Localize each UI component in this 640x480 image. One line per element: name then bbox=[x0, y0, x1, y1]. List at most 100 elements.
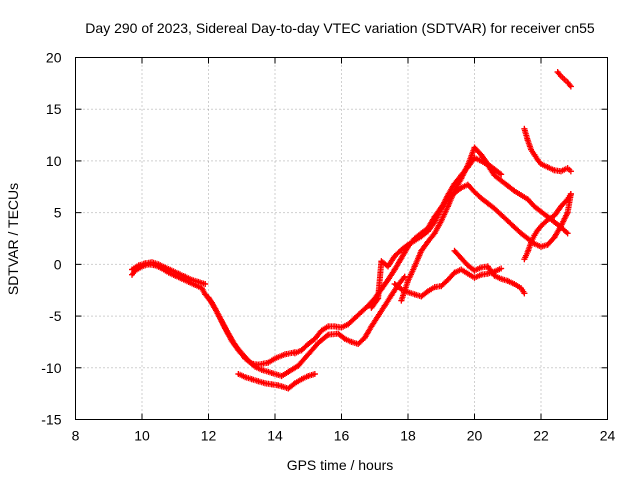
data-point bbox=[295, 362, 302, 369]
data-point bbox=[381, 302, 388, 309]
data-point bbox=[531, 203, 538, 210]
chart-title: Day 290 of 2023, Sidereal Day-to-day VTE… bbox=[85, 20, 595, 36]
data-point bbox=[491, 172, 498, 179]
data-point bbox=[458, 175, 465, 182]
data-point bbox=[458, 266, 465, 273]
data-point bbox=[358, 308, 365, 315]
data-point bbox=[551, 167, 558, 174]
data-point bbox=[528, 239, 535, 246]
series-arc-12 bbox=[554, 68, 574, 90]
data-point bbox=[451, 187, 458, 194]
data-point bbox=[281, 351, 288, 358]
data-point bbox=[464, 270, 471, 277]
data-point bbox=[418, 233, 425, 240]
data-point bbox=[431, 230, 438, 237]
data-point bbox=[491, 166, 498, 173]
data-point bbox=[278, 373, 285, 380]
data-point bbox=[418, 247, 425, 254]
data-point bbox=[538, 243, 544, 250]
data-point bbox=[491, 272, 498, 279]
data-point bbox=[305, 373, 312, 380]
data-point bbox=[411, 291, 418, 298]
data-point bbox=[291, 350, 298, 357]
data-point bbox=[531, 232, 538, 239]
data-point bbox=[291, 380, 298, 387]
data-point bbox=[464, 262, 471, 269]
data-point bbox=[564, 230, 571, 237]
data-point bbox=[405, 277, 411, 284]
data-point bbox=[498, 265, 505, 272]
data-point bbox=[567, 191, 574, 198]
data-point bbox=[484, 200, 491, 207]
data-point bbox=[451, 269, 458, 276]
series-arc-8 bbox=[398, 144, 505, 304]
data-point bbox=[268, 381, 275, 388]
series-arc-11 bbox=[521, 191, 574, 263]
data-point bbox=[444, 276, 451, 283]
data-point bbox=[438, 283, 445, 290]
data-point bbox=[471, 274, 478, 281]
y-tick-label: 0 bbox=[54, 256, 62, 272]
data-point bbox=[464, 162, 471, 169]
x-tick-label: 14 bbox=[267, 428, 283, 444]
data-point bbox=[511, 187, 518, 194]
data-point bbox=[255, 378, 262, 385]
data-point bbox=[524, 196, 531, 203]
y-tick-label: 20 bbox=[46, 50, 62, 66]
data-point bbox=[311, 335, 318, 342]
data-point bbox=[518, 285, 525, 292]
data-point bbox=[524, 137, 531, 144]
data-point bbox=[385, 263, 392, 270]
data-point bbox=[331, 323, 338, 330]
data-point bbox=[431, 218, 438, 225]
data-point bbox=[498, 275, 505, 282]
data-point bbox=[361, 334, 368, 341]
data-point bbox=[235, 370, 242, 377]
data-point bbox=[564, 196, 571, 203]
data-point bbox=[518, 192, 525, 199]
data-point bbox=[431, 284, 438, 291]
data-point bbox=[351, 315, 358, 322]
data-point bbox=[335, 330, 342, 337]
data-point bbox=[484, 161, 491, 168]
x-tick-label: 22 bbox=[533, 428, 549, 444]
data-point bbox=[424, 288, 431, 295]
data-point bbox=[345, 321, 352, 328]
data-point bbox=[518, 230, 525, 237]
y-tick-label: -15 bbox=[41, 412, 61, 428]
data-point bbox=[305, 340, 312, 347]
data-point bbox=[298, 347, 305, 354]
data-point bbox=[205, 294, 212, 301]
x-tick-label: 10 bbox=[134, 428, 150, 444]
series-arc-9 bbox=[451, 247, 528, 297]
data-point bbox=[341, 335, 348, 342]
data-point bbox=[365, 302, 372, 309]
data-point bbox=[368, 304, 375, 311]
data-point bbox=[242, 374, 249, 381]
data-point bbox=[268, 369, 275, 376]
data-point bbox=[275, 382, 282, 389]
data-point bbox=[557, 168, 564, 175]
data-point bbox=[424, 238, 431, 245]
data-point bbox=[212, 305, 219, 312]
y-tick-label: 5 bbox=[54, 205, 62, 221]
data-point bbox=[561, 76, 568, 83]
data-point bbox=[272, 355, 278, 362]
data-point bbox=[262, 380, 269, 387]
data-point bbox=[391, 281, 398, 288]
y-tick-label: -5 bbox=[49, 308, 62, 324]
data-point bbox=[198, 285, 205, 292]
data-point bbox=[484, 263, 491, 270]
data-point bbox=[375, 295, 382, 302]
data-point bbox=[564, 165, 571, 172]
data-point bbox=[551, 218, 558, 225]
data-point bbox=[162, 264, 169, 271]
data-point bbox=[567, 83, 574, 90]
axis-ticks: 8 10 12 14 16 18 20 22 24 -15 -10 -5 0 5 10 15 20 bbox=[41, 50, 615, 444]
data-point bbox=[129, 266, 136, 273]
data-point bbox=[544, 216, 551, 223]
data-point bbox=[318, 327, 325, 334]
data-point bbox=[557, 203, 564, 210]
data-point bbox=[135, 262, 142, 269]
